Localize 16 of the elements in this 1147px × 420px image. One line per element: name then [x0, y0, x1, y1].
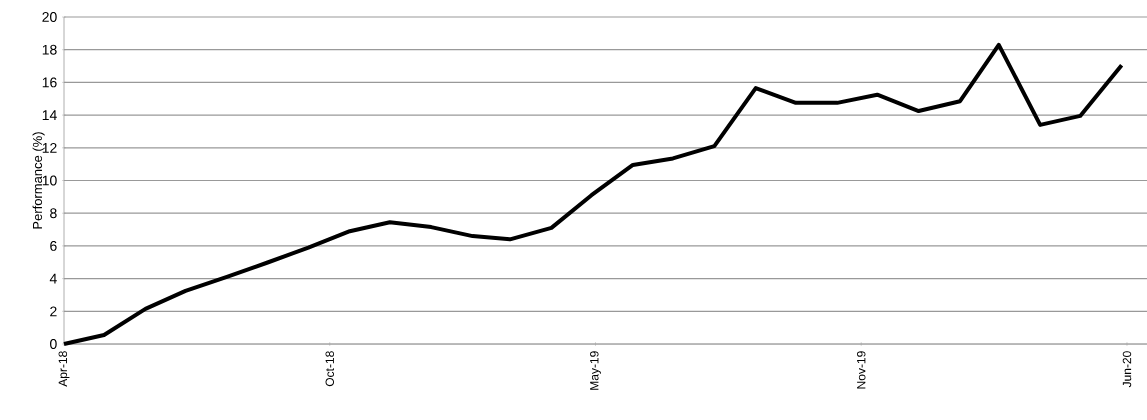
x-tick-label: Nov-19: [856, 351, 866, 389]
y-tick-label: 0: [50, 339, 57, 349]
y-tick-label: 20: [42, 12, 57, 22]
y-tick-label: 4: [49, 273, 57, 284]
y-tick-label: 6: [50, 240, 57, 251]
x-tick-label: Oct-18: [325, 351, 335, 387]
y-tick-label: 8: [50, 208, 57, 219]
x-tick-label: Jun-20: [1122, 351, 1132, 388]
y-tick-label: 10: [42, 175, 57, 186]
y-tick-label: 14: [42, 110, 57, 120]
line-series: [62, 42, 1124, 346]
y-tick-label: 18: [42, 44, 57, 55]
y-tick-label: 16: [42, 77, 57, 88]
x-tick-label: May-19: [590, 351, 601, 390]
x-tick-label: Apr-18: [58, 351, 70, 387]
y-tick-label: 2: [50, 306, 57, 317]
